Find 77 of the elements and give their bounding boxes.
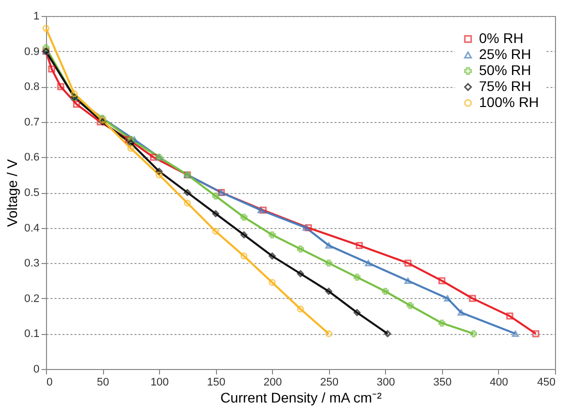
point [297, 270, 304, 278]
y-tick-label: 0.4 [24, 222, 40, 234]
point [156, 171, 163, 178]
y-tick-label: 0 [33, 364, 40, 376]
point [532, 330, 540, 338]
point [240, 252, 248, 260]
x-tick-label: 350 [433, 376, 452, 388]
legend-label: 25% RH [479, 46, 532, 62]
legend-label: 0% RH [479, 30, 524, 46]
point [156, 168, 163, 175]
x-tick-label: 0 [46, 376, 53, 388]
point [354, 309, 361, 316]
y-tick-label: 0.9 [24, 46, 40, 58]
point [184, 189, 191, 196]
point [364, 260, 372, 266]
y-tick-label: 0.1 [24, 328, 40, 340]
point [297, 306, 304, 312]
point [444, 295, 452, 302]
point [458, 309, 465, 316]
y-tick-label: 0.7 [24, 116, 40, 128]
point [325, 288, 332, 295]
point [354, 274, 361, 281]
x-tick-label: 100 [150, 376, 169, 388]
point [268, 252, 276, 260]
point [240, 214, 248, 221]
y-tick-label: 0.6 [24, 152, 40, 164]
point [127, 140, 134, 147]
point [438, 320, 446, 327]
point [404, 278, 412, 284]
point [73, 100, 80, 108]
point [240, 231, 248, 238]
point [260, 206, 267, 214]
x-tick-label: 200 [264, 376, 282, 388]
x-tick-label: 400 [490, 376, 508, 388]
point [42, 44, 50, 52]
point [512, 330, 519, 337]
y-tick-label: 0.8 [24, 81, 40, 94]
point [57, 83, 64, 90]
y-tick-label: 0.5 [24, 187, 40, 199]
y-axis-title: Voltage / V [4, 158, 20, 227]
legend-label: 100% RH [479, 94, 539, 110]
point [438, 277, 446, 284]
point [130, 136, 138, 143]
x-tick-label: 50 [96, 376, 110, 388]
point [150, 154, 157, 161]
point [356, 242, 363, 249]
point [70, 90, 78, 98]
x-axis-title: Current Density / mA cm⁻² [220, 390, 382, 406]
point [406, 302, 414, 309]
y-tick-label: 1 [33, 10, 40, 22]
point [506, 312, 514, 320]
x-tick-label: 150 [206, 376, 226, 388]
y-tick-label: 0.2 [24, 292, 40, 305]
point [268, 231, 276, 238]
point [470, 330, 478, 338]
point [212, 228, 220, 235]
point [184, 200, 191, 207]
point [297, 245, 304, 252]
point [325, 260, 332, 267]
point [304, 224, 312, 232]
x-tick-label: 250 [320, 376, 338, 388]
point [468, 294, 476, 302]
point [325, 242, 332, 249]
x-tick-label: 450 [537, 376, 556, 388]
point [212, 192, 220, 200]
point [384, 330, 392, 338]
point [404, 260, 412, 267]
point [257, 207, 264, 214]
legend-label: 75% RH [479, 78, 532, 94]
point [127, 144, 134, 152]
point [48, 65, 56, 72]
x-tick-label: 300 [376, 376, 396, 388]
y-tick-label: 0.3 [24, 258, 40, 270]
legend-label: 50% RH [479, 62, 532, 78]
point [382, 288, 389, 295]
point [268, 279, 276, 286]
point [212, 210, 220, 218]
